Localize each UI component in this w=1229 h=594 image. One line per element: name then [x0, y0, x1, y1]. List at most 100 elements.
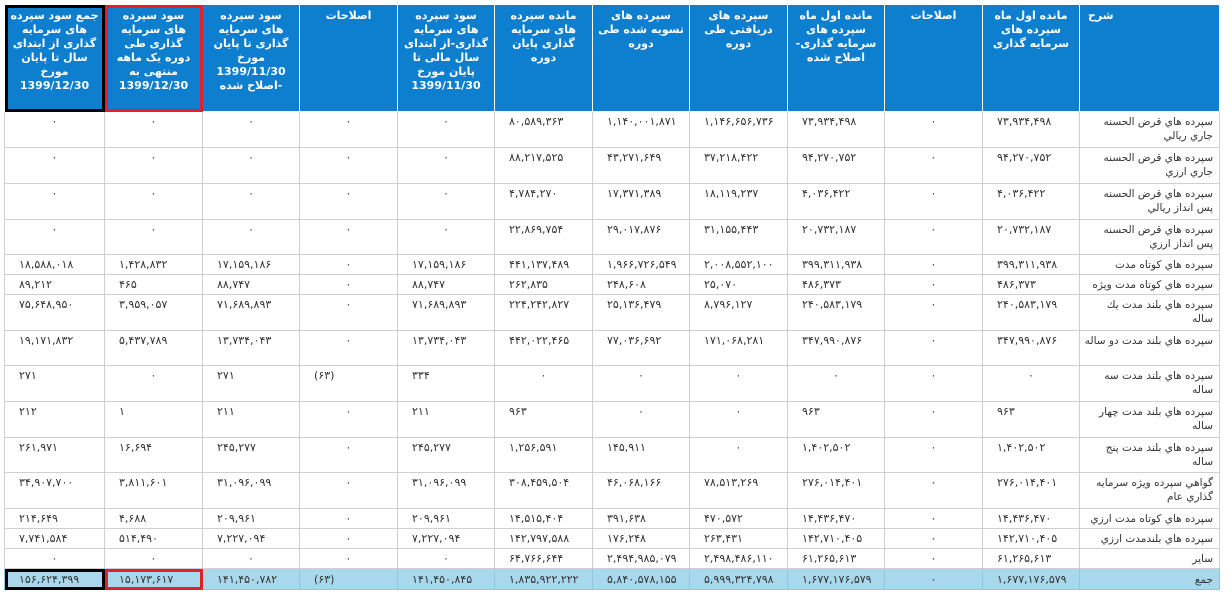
cell-value: ۸,۷۹۶,۱۲۷	[689, 294, 788, 331]
row-description: سپرده هاي بلند مدت سه ساله	[1079, 365, 1220, 402]
cell-value: ۱۴۲,۷۱۰,۴۰۵	[982, 528, 1080, 549]
cell-value: ۰	[689, 365, 788, 402]
cell-value: ۵,۴۳۷,۷۸۹	[104, 330, 203, 366]
row-description: سپرده هاي كوتاه مدت	[1079, 254, 1220, 275]
cell-value: ۹۶۳	[787, 401, 885, 438]
table-row: سپرده هاي قرض الحسنه پس انداز ارزي ۲۰,۷۳۲…	[4, 219, 1220, 255]
cell-value: ۸۰,۵۸۹,۳۶۳	[494, 111, 593, 148]
table-row: سپرده هاي بلند مدت چهار ساله ۹۶۳ ۰ ۹۶۳ ۰ ۰ ۹۶۳…	[4, 401, 1220, 438]
cell-value: ۲۰,۷۳۲,۱۸۷	[982, 219, 1080, 255]
cell-value: ۱۳,۷۳۴,۰۴۳	[202, 330, 300, 366]
row-description: سپرده هاي كوتاه مدت ويژه	[1079, 274, 1220, 295]
cell-value: ۳۱,۰۹۶,۰۹۹	[397, 472, 495, 509]
cell-value: ۰	[299, 294, 398, 331]
cell-value: ۷,۲۲۷,۰۹۴	[202, 528, 300, 549]
row-description: سپرده هاي بلند مدت دو ساله	[1079, 330, 1220, 366]
cell-value: ۱,۲۵۶,۵۹۱	[494, 437, 593, 473]
cell-value: ۰	[299, 472, 398, 509]
cell-value: ۱۴۲,۷۱۰,۴۰۵	[787, 528, 885, 549]
cell-value: ۲۷۱	[202, 365, 300, 402]
cell-value: ۴۸۶,۳۷۳	[982, 274, 1080, 295]
cell-value: ۰	[299, 437, 398, 473]
cell-value: ۲۴۵,۲۷۷	[397, 437, 495, 473]
cell-value: ۷,۲۲۷,۰۹۴	[397, 528, 495, 549]
cell-value: ۱۷,۳۷۱,۳۸۹	[592, 183, 690, 220]
cell-value: ۰	[4, 111, 105, 148]
row-description: گواهي سپرده ويژه سرمايه گذاري عام	[1079, 472, 1220, 509]
cell-value: ۱۷۱,۰۶۸,۲۸۱	[689, 330, 788, 366]
cell-value: ۰	[689, 401, 788, 438]
cell-value: ۳۳۴	[397, 365, 495, 402]
cell-value: ۲۱۱	[202, 401, 300, 438]
column-header-11: جمع سود سپرده های سرمایه گذاری از ابتدای…	[4, 4, 105, 112]
cell-value: ۱,۴۰۲,۵۰۲	[787, 437, 885, 473]
total-cell-value: ۱,۶۷۷,۱۷۶,۵۷۹	[982, 568, 1080, 590]
cell-value: ۲۷۶,۰۱۴,۴۰۱	[982, 472, 1080, 509]
cell-value: ۰	[884, 294, 983, 331]
cell-value: ۰	[397, 548, 495, 569]
cell-value: ۱۴,۴۳۶,۴۷۰	[787, 508, 885, 529]
cell-value: ۲۷۱	[4, 365, 105, 402]
column-header-3: مانده اول ماه سپرده های سرمایه گذاری- اص…	[787, 4, 885, 112]
cell-value: ۷۸,۵۱۳,۲۶۹	[689, 472, 788, 509]
row-description: سپرده هاي قرض الحسنه جاري ارزي	[1079, 147, 1220, 184]
cell-value: ۳,۸۱۱,۶۰۱	[104, 472, 203, 509]
cell-value: ۰	[884, 365, 983, 402]
cell-value: ۰	[884, 219, 983, 255]
total-cell-value: ۱۵,۱۷۳,۶۱۷	[104, 568, 203, 590]
cell-value: ۰	[884, 147, 983, 184]
cell-value: ۳۱,۱۵۵,۴۴۳	[689, 219, 788, 255]
cell-value: ۶۴,۷۶۶,۶۴۴	[494, 548, 593, 569]
cell-value: ۱,۱۴۰,۰۰۱,۸۷۱	[592, 111, 690, 148]
cell-value: ۴۴۲,۰۲۲,۴۶۵	[494, 330, 593, 366]
cell-value: ۰	[884, 254, 983, 275]
cell-value: ۱,۹۶۶,۷۲۶,۵۴۹	[592, 254, 690, 275]
cell-value: ۰	[397, 111, 495, 148]
header-row: شرح مانده اول ماه سپرده های سرمایه گذاری ا…	[4, 4, 1220, 112]
table-body: سپرده هاي قرض الحسنه جاري ريالي ۷۳,۹۳۴,۴۹…	[4, 111, 1220, 590]
table-row: سپرده هاي بلندمدت ارزي ۱۴۲,۷۱۰,۴۰۵ ۰ ۱۴۲,۷۱…	[4, 528, 1220, 549]
column-header-description: شرح	[1079, 4, 1220, 112]
cell-value: ۷۵,۶۴۸,۹۵۰	[4, 294, 105, 331]
cell-value: ۳۴۷,۹۹۰,۸۷۶	[787, 330, 885, 366]
cell-value: ۲۴۰,۵۸۳,۱۷۹	[982, 294, 1080, 331]
cell-value: ۰	[202, 219, 300, 255]
total-cell-value: ۰	[884, 568, 983, 590]
cell-value: ۱۷۶,۲۴۸	[592, 528, 690, 549]
cell-value: ۰	[4, 183, 105, 220]
cell-value: ۰	[299, 219, 398, 255]
column-header-5: سپرده های تسویه شده طی دوره	[592, 4, 690, 112]
deposits-table: شرح مانده اول ماه سپرده های سرمایه گذاری ا…	[4, 4, 1220, 590]
cell-value: ۰	[299, 330, 398, 366]
cell-value: ۰	[4, 548, 105, 569]
total-cell-value: ۵,۹۹۹,۳۲۴,۷۹۸	[689, 568, 788, 590]
cell-value: ۷۱,۶۸۹,۸۹۳	[397, 294, 495, 331]
cell-value: ۴,۰۳۶,۴۲۲	[787, 183, 885, 220]
cell-value: ۲۱۲	[4, 401, 105, 438]
cell-value: ۰	[104, 365, 203, 402]
cell-value: ۳,۹۵۹,۰۵۷	[104, 294, 203, 331]
cell-value: ۲,۰۰۸,۵۵۲,۱۰۰	[689, 254, 788, 275]
column-header-10: سود سپرده های سرمایه گذاری طی دوره یک ما…	[104, 4, 203, 112]
cell-value: ۲۶۲,۸۳۵	[494, 274, 593, 295]
cell-value: ۱۴,۴۳۶,۴۷۰	[982, 508, 1080, 529]
cell-value: ۹۴,۲۷۰,۷۵۲	[982, 147, 1080, 184]
cell-value: ۴۶۵	[104, 274, 203, 295]
cell-value: ۲۲,۸۶۹,۷۵۴	[494, 219, 593, 255]
cell-value: ۰	[884, 508, 983, 529]
cell-value: ۱۴۲,۷۹۷,۵۸۸	[494, 528, 593, 549]
cell-value: ۳۰۸,۴۵۹,۵۰۴	[494, 472, 593, 509]
cell-value: ۰	[299, 508, 398, 529]
cell-value: ۰	[104, 111, 203, 148]
column-header-9: سود سپرده های سرمایه گذاری تا پایان مورخ…	[202, 4, 300, 112]
cell-value: ۰	[104, 219, 203, 255]
total-row: جمع ۱,۶۷۷,۱۷۶,۵۷۹ ۰ ۱,۶۷۷,۱۷۶,۵۷۹ ۵,۹۹۹,۳۲۴,…	[4, 568, 1220, 590]
cell-value: ۹۶۳	[494, 401, 593, 438]
cell-value: ۷۷,۰۳۶,۶۹۲	[592, 330, 690, 366]
total-cell-value: ۱۴۱,۴۵۰,۸۴۵	[397, 568, 495, 590]
table-row: سپرده هاي كوتاه مدت ارزي ۱۴,۴۳۶,۴۷۰ ۰ ۱۴,۴۳…	[4, 508, 1220, 529]
cell-value: ۸۹,۲۱۲	[4, 274, 105, 295]
row-description: سپرده هاي بلند مدت يك ساله	[1079, 294, 1220, 331]
cell-value: ۰	[202, 111, 300, 148]
